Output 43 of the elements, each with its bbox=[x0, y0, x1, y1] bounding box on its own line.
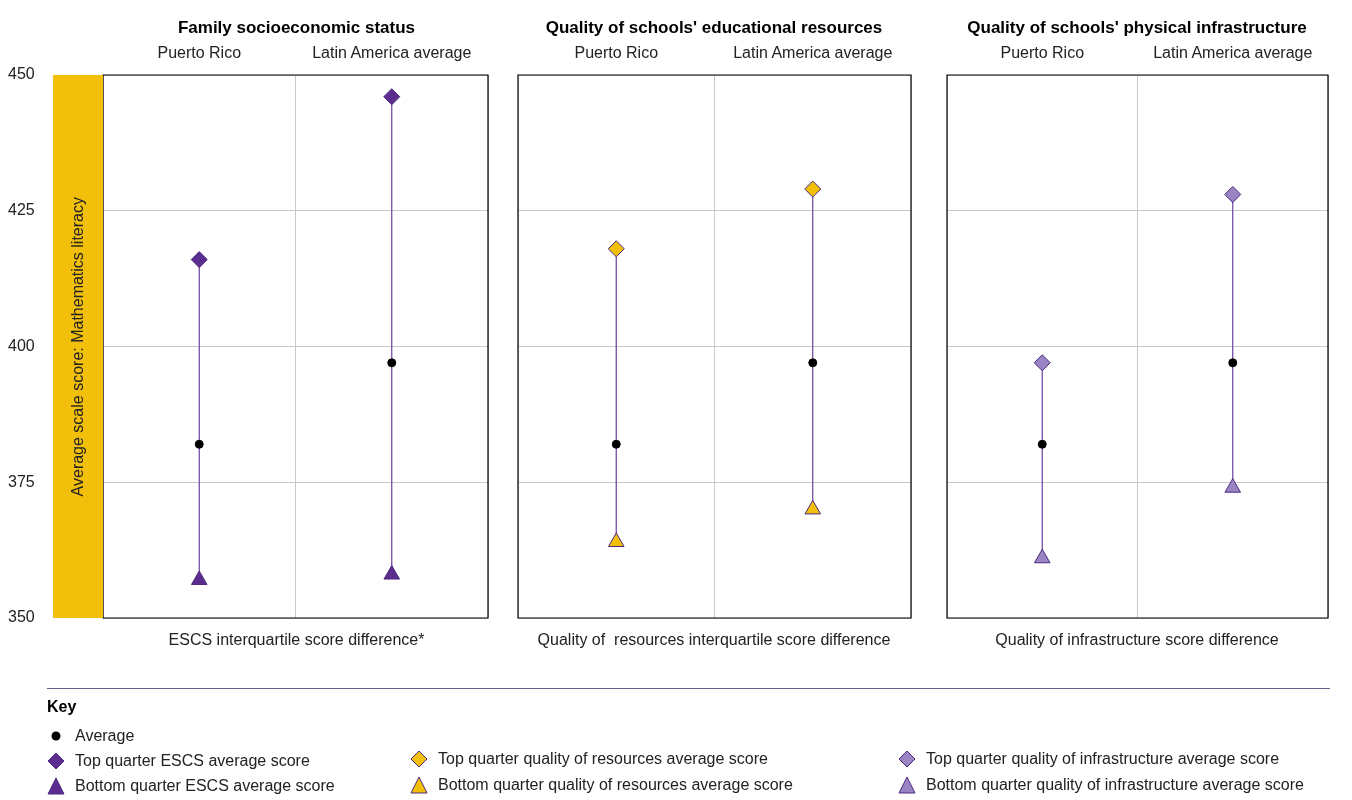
legend-label: Average bbox=[75, 726, 135, 745]
chart-title: Quality of schools' physical infrastructure bbox=[966, 18, 1308, 38]
point bbox=[607, 240, 625, 258]
x-tick-label: Latin America average bbox=[1153, 43, 1313, 61]
point bbox=[383, 88, 401, 106]
point bbox=[804, 499, 822, 515]
point bbox=[804, 180, 822, 198]
x-axis-title: ESCS interquartile score difference* bbox=[167, 631, 426, 649]
y-tick-label: 450 bbox=[8, 65, 35, 83]
legend-label: Bottom quarter quality of infrastructure average score bbox=[926, 776, 1304, 794]
point bbox=[808, 358, 818, 368]
point bbox=[1228, 358, 1238, 368]
point bbox=[1033, 548, 1051, 564]
legend-label: Top quarter quality of resources average score bbox=[438, 750, 768, 768]
point bbox=[1033, 354, 1051, 372]
point bbox=[190, 570, 208, 585]
y-tick-label: 350 bbox=[8, 608, 35, 626]
y-tick-label: 400 bbox=[8, 336, 35, 354]
legend-title: Key bbox=[47, 698, 77, 716]
x-tick-label: Latin America average bbox=[733, 43, 893, 61]
point bbox=[387, 358, 397, 368]
legend-label: Top quarter quality of infrastructure average score bbox=[926, 750, 1280, 768]
point bbox=[383, 565, 401, 580]
point bbox=[607, 532, 625, 547]
legend-label: Bottom quarter ESCS average score bbox=[75, 776, 335, 795]
x-tick-label: Puerto Rico bbox=[574, 43, 659, 61]
point bbox=[611, 439, 621, 449]
chart-title: Family socioeconomic status bbox=[176, 18, 417, 38]
point bbox=[194, 439, 204, 449]
point bbox=[1037, 439, 1047, 449]
point bbox=[1224, 478, 1242, 493]
x-axis-title: Quality of infrastructure score difference bbox=[994, 631, 1280, 649]
y-tick-label: 375 bbox=[8, 472, 35, 490]
x-tick-label: Puerto Rico bbox=[157, 43, 242, 61]
y-tick-label: 425 bbox=[8, 201, 35, 219]
y-axis-title: Average scale score: Mathematics literacy bbox=[69, 196, 87, 497]
point bbox=[190, 251, 208, 269]
x-tick-label: Latin America average bbox=[312, 43, 472, 61]
chart-title: Quality of schools' educational resources bbox=[544, 18, 884, 38]
legend-label: Top quarter ESCS average score bbox=[75, 751, 310, 770]
legend-label: Bottom quarter quality of resources average score bbox=[438, 776, 793, 794]
x-tick-label: Puerto Rico bbox=[1000, 43, 1085, 61]
x-axis-title: Quality of resources interquartile score difference bbox=[536, 631, 892, 649]
